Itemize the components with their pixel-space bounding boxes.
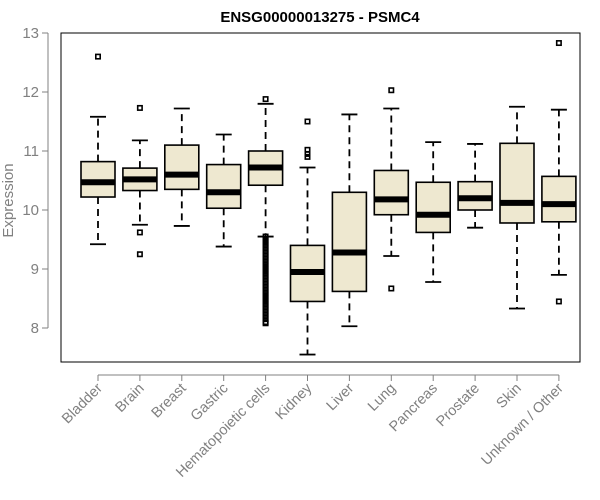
outlier-point — [136, 229, 143, 236]
box-iqr — [415, 181, 452, 234]
box-group — [80, 53, 116, 246]
box-iqr — [205, 163, 242, 210]
box-iqr — [373, 169, 410, 216]
outlier-point — [95, 53, 102, 60]
box-iqr — [331, 191, 368, 293]
outlier-point — [304, 153, 311, 160]
outlier-point — [388, 285, 395, 292]
box-group — [289, 118, 326, 356]
box-group — [457, 143, 493, 229]
x-tick-label: Skin — [494, 381, 525, 412]
y-axis-title: Expression — [0, 163, 17, 237]
box-iqr — [164, 144, 200, 191]
outlier-point — [262, 320, 269, 327]
x-tick-label: Breast — [149, 381, 190, 422]
y-tick-label: 11 — [23, 143, 39, 160]
y-axis: 8 9 10 11 12 13 — [22, 25, 49, 337]
outlier-point — [136, 104, 143, 111]
x-tick-label: Lung — [365, 381, 399, 415]
box-group — [499, 105, 535, 310]
x-tick-label: Kidney — [273, 380, 316, 423]
box-group — [331, 113, 368, 328]
y-tick-label: 13 — [22, 25, 39, 42]
box-iqr — [541, 175, 577, 223]
box-group — [247, 96, 284, 327]
box-group — [541, 40, 577, 305]
plot-frame — [60, 32, 581, 363]
outlier-point — [555, 40, 562, 47]
chart-title: ENSG00000013275 - PSMC4 — [220, 9, 420, 26]
x-tick-label: Prostate — [433, 381, 482, 430]
box-group — [205, 133, 242, 248]
outlier-point — [555, 298, 562, 305]
box-group — [122, 104, 158, 258]
boxes-layer — [80, 40, 577, 356]
box-group — [373, 87, 410, 292]
outlier-point — [388, 87, 395, 94]
box-group — [415, 141, 452, 283]
box-iqr — [499, 142, 535, 224]
y-tick-label: 12 — [22, 84, 39, 101]
x-tick-label: Brain — [112, 381, 147, 416]
y-tick-label: 9 — [31, 261, 39, 278]
x-tick-label: Bladder — [59, 380, 106, 427]
y-tick-label: 10 — [22, 202, 39, 219]
outlier-point — [304, 118, 311, 125]
x-tick-label: Liver — [324, 380, 358, 414]
outlier-point — [262, 96, 269, 103]
box-group — [164, 107, 200, 227]
y-tick-label: 8 — [31, 320, 39, 337]
outlier-point — [136, 251, 143, 258]
